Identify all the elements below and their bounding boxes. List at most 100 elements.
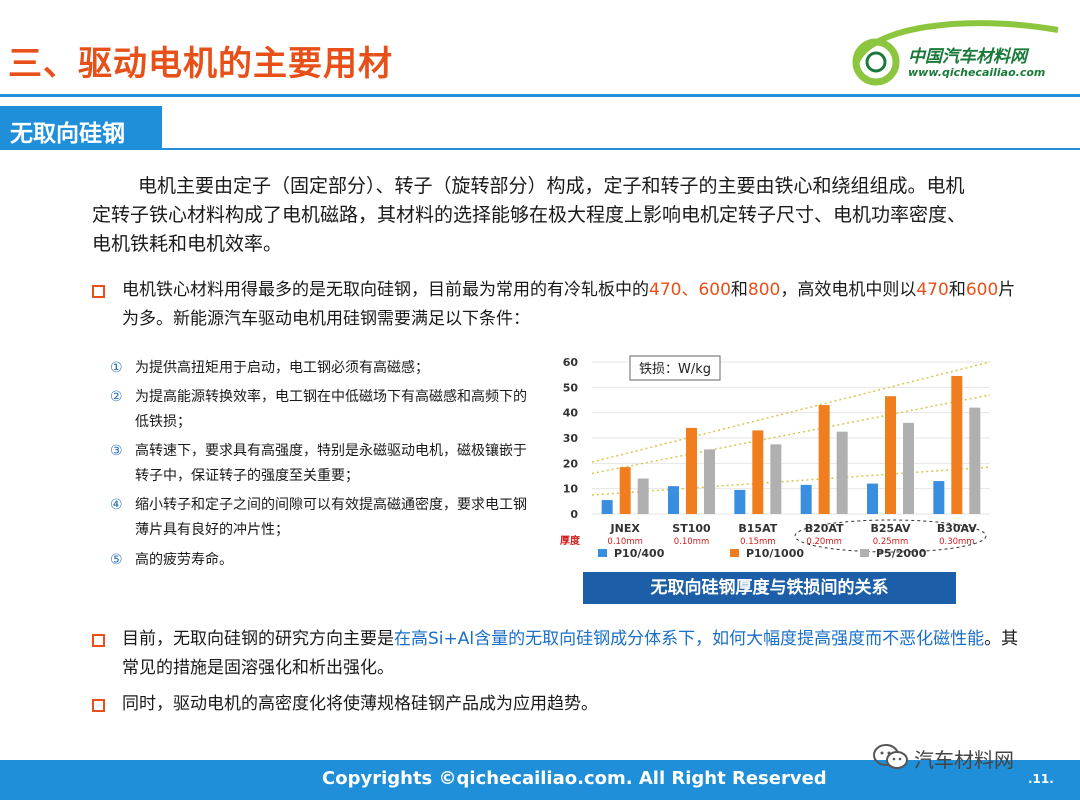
bar-p5-2000	[637, 478, 649, 514]
bullet-text: 目前，无取向硅钢的研究方向主要是	[122, 629, 394, 649]
x-tick-label: B20AT	[805, 522, 844, 535]
bar-p10-1000	[885, 396, 896, 514]
trend-line	[591, 394, 991, 475]
page-number: .11.	[1028, 772, 1054, 786]
footer-copyright: Copyrights ©qichecailiao.com. All Right …	[322, 768, 827, 789]
wechat-account-name: 汽车材料网	[914, 748, 1014, 772]
legend-swatch	[730, 549, 739, 557]
x-tick-label: B15AT	[738, 522, 777, 535]
legend-swatch	[598, 549, 607, 557]
iron-loss-chart: 0 10 20 30 40 50 60 JNEX 0.10mm ST100 0.10mm B15AT 0…	[560, 355, 991, 560]
condition-item: ② 为提高能源转换效率，电工钢在中低磁场下有高磁感和高频下的低铁损；	[110, 385, 530, 435]
bar-p10-1000	[818, 405, 830, 514]
bullet-text: 和	[730, 280, 748, 300]
bullet-text: 和	[948, 280, 966, 300]
bullet-iron-core: 电机铁心材料用得最多的是无取向硅钢，目前最为常用的有冷轧板中的470、600和8…	[92, 276, 1022, 334]
wechat-watermark: 汽车材料网	[872, 740, 1072, 772]
bullet-text: 同时，驱动电机的高密度化将使薄规格硅钢产品成为应用趋势。	[122, 694, 598, 714]
thickness-label: 0.30mm	[939, 537, 975, 547]
condition-number: ④	[110, 497, 123, 513]
thickness-label: 0.10mm	[674, 537, 710, 547]
y-tick-label: 40	[563, 407, 579, 420]
legend-label: P10/1000	[746, 547, 804, 560]
bar-p10-400	[800, 484, 812, 514]
trend-line	[591, 361, 991, 463]
section-tab: 无取向硅钢	[0, 106, 162, 150]
condition-item: ④ 缩小转子和定子之间的间隙可以有效提高磁通密度，要求电工钢薄片具有良好的冲片性…	[110, 493, 530, 543]
condition-number: ③	[110, 443, 123, 459]
highlight-ellipse	[794, 519, 987, 553]
bar-p5-2000	[836, 431, 848, 514]
condition-number: ②	[110, 389, 123, 405]
x-tick-label: JNEX	[610, 522, 641, 535]
highlight-grade: 470	[916, 280, 949, 300]
bar-p5-2000	[903, 422, 914, 514]
logo-name: 中国汽车材料网	[908, 47, 1027, 67]
chart-title-box	[629, 355, 721, 381]
bar-p10-1000	[619, 467, 631, 514]
legend-swatch	[860, 549, 869, 557]
logo-swoosh-icon	[852, 20, 1059, 86]
bar-p10-1000	[951, 375, 963, 514]
highlight-grade: 470、600	[649, 280, 731, 300]
bar-p10-400	[734, 489, 746, 514]
condition-text: 为提供高扭矩用于启动，电工钢必须有高磁感；	[135, 360, 429, 376]
y-tick-label: 0	[570, 508, 578, 521]
condition-text: 缩小转子和定子之间的间隙可以有效提高磁通密度，要求电工钢薄片具有良好的冲片性；	[135, 497, 527, 538]
legend-label: P5/2000	[876, 547, 927, 560]
condition-item: ⑤ 高的疲劳寿命。	[110, 548, 530, 573]
legend-label: P10/400	[614, 547, 665, 560]
bar-p10-1000	[752, 430, 764, 514]
header-divider	[0, 94, 1080, 97]
thickness-label: 0.10mm	[607, 537, 643, 547]
bar-p10-400	[933, 481, 945, 514]
y-tick-label: 10	[563, 483, 579, 496]
highlight-research: 在高Si+Al含量的无取向硅钢成分体系下，如何大幅度提高强度而不恶化磁性能	[394, 629, 985, 649]
bar-p10-1000	[686, 427, 697, 514]
thickness-label: 0.15mm	[740, 537, 776, 547]
y-tick-label: 60	[563, 356, 579, 369]
bar-p10-400	[668, 486, 679, 514]
highlight-grade: 800	[747, 280, 781, 300]
bullet-text: 片为多。新能源汽车驱动电机用硅钢需要满足以下条件：	[122, 280, 1016, 329]
logo-url: www.qichecailiao.com	[908, 66, 1046, 79]
bullet-text: ，高效电机中则以	[780, 280, 917, 300]
square-bullet-icon	[92, 699, 105, 712]
square-bullet-icon	[92, 634, 105, 647]
bullet-text: 电机铁心材料用得最多的是无取向硅钢，目前最为常用的有冷轧板中的	[122, 280, 649, 300]
condition-number: ⑤	[110, 552, 123, 568]
bar-p10-400	[601, 500, 613, 514]
highlight-grade: 600	[965, 280, 999, 300]
section-label: 无取向硅钢	[10, 121, 125, 147]
bullet-text: 。其常见的措施是固溶强化和析出强化。	[122, 629, 1019, 678]
thickness-label: 0.25mm	[873, 537, 909, 547]
chart-caption: 无取向硅钢厚度与铁损间的关系	[583, 572, 956, 604]
chart-title: 铁损：W/kg	[639, 362, 711, 377]
condition-item: ③ 高转速下，要求具有高强度，特别是永磁驱动电机，磁极镶嵌于转子中，保证转子的强…	[110, 439, 530, 489]
square-bullet-icon	[92, 285, 105, 298]
y-tick-label: 20	[563, 457, 579, 470]
thickness-label: 0.20mm	[806, 537, 842, 547]
x-tick-label: ST100	[672, 522, 711, 535]
x-tick-label: B30AV	[937, 522, 977, 535]
x-tick-label: B25AV	[871, 522, 911, 535]
thickness-row-label: 厚度	[560, 534, 581, 547]
bullet-research-direction: 目前，无取向硅钢的研究方向主要是在高Si+Al含量的无取向硅钢成分体系下，如何大…	[92, 625, 1022, 683]
bar-p5-2000	[969, 407, 981, 514]
trend-line	[591, 466, 991, 496]
y-tick-label: 50	[563, 381, 579, 394]
bar-p5-2000	[770, 444, 782, 514]
bullet-thin-gauge: 同时，驱动电机的高密度化将使薄规格硅钢产品成为应用趋势。	[92, 690, 1022, 719]
condition-item: ① 为提供高扭矩用于启动，电工钢必须有高磁感；	[110, 356, 530, 381]
wechat-icon	[873, 744, 908, 769]
condition-number: ①	[110, 360, 123, 376]
condition-text: 为提高能源转换效率，电工钢在中低磁场下有高磁感和高频下的低铁损；	[135, 389, 527, 430]
intro-paragraph: 电机主要由定子（固定部分）、转子（旋转部分）构成，定子和转子的主要由铁心和绕组组…	[92, 175, 967, 255]
bar-p5-2000	[704, 449, 715, 514]
condition-text: 高转速下，要求具有高强度，特别是永磁驱动电机，磁极镶嵌于转子中，保证转子的强度至…	[135, 443, 527, 484]
condition-text: 高的疲劳寿命。	[135, 552, 233, 568]
bar-p10-400	[867, 483, 878, 514]
section-divider	[162, 148, 1080, 150]
site-logo[interactable]: 中国汽车材料网 www.qichecailiao.com	[848, 16, 1073, 86]
page-title: 三、驱动电机的主要用材	[8, 44, 393, 84]
